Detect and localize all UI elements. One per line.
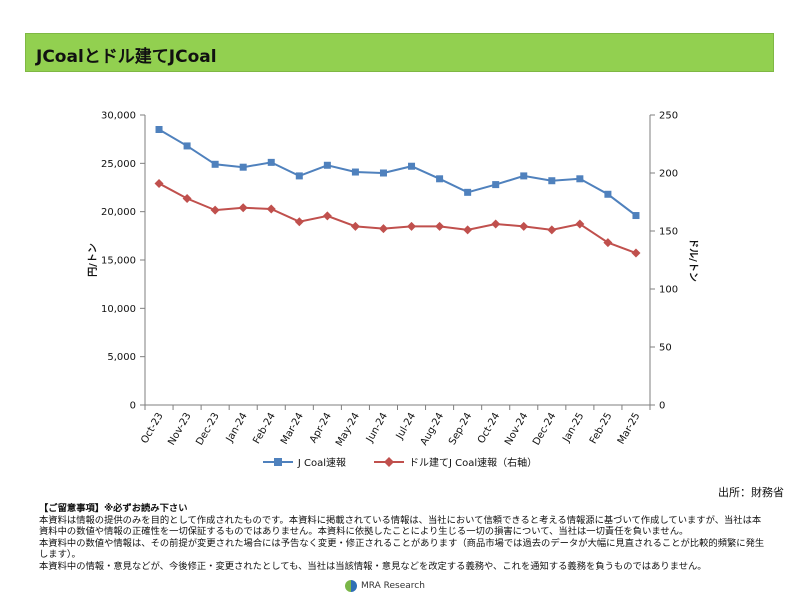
x-tick-label: Jul-24 bbox=[394, 411, 418, 442]
mra-logo-icon bbox=[345, 580, 357, 592]
data-point-series-1 bbox=[294, 217, 304, 227]
data-point-series-1 bbox=[519, 221, 529, 231]
y-axis-title-left: 円/トン bbox=[87, 243, 99, 277]
y-tick-label-right: 200 bbox=[659, 169, 678, 180]
page-title: JCoalとドル建てJCoal bbox=[36, 47, 217, 67]
x-tick-label: Sep-24 bbox=[447, 411, 474, 447]
legend-item-jcoal: J Coal速報 bbox=[262, 454, 346, 469]
source-note: 出所：財務省 bbox=[718, 486, 784, 499]
data-point-series-0 bbox=[211, 160, 219, 168]
data-point-series-1 bbox=[322, 211, 332, 221]
data-point-series-0 bbox=[183, 142, 191, 150]
data-point-series-1 bbox=[378, 224, 388, 234]
data-point-series-1 bbox=[491, 219, 501, 229]
legend-swatch-usd-jcoal bbox=[374, 456, 404, 467]
data-point-series-0 bbox=[323, 161, 331, 169]
y-axis-title-right: ドル/トン bbox=[687, 238, 699, 282]
data-point-series-0 bbox=[351, 168, 359, 176]
data-point-series-0 bbox=[295, 172, 303, 180]
data-point-series-0 bbox=[576, 175, 584, 183]
x-tick-label: Aug-24 bbox=[419, 411, 446, 448]
legend-label-jcoal: J Coal速報 bbox=[297, 458, 346, 469]
title-bar: JCoalとドル建てJCoal bbox=[25, 33, 774, 72]
chart-marks bbox=[154, 126, 641, 258]
y-tick-label-right: 250 bbox=[659, 111, 678, 122]
x-tick-label: Mar-24 bbox=[279, 411, 306, 446]
data-point-series-1 bbox=[350, 221, 360, 231]
data-point-series-1 bbox=[575, 219, 585, 229]
x-tick-label: Jan-24 bbox=[224, 411, 250, 445]
x-tick-label: Jan-25 bbox=[561, 411, 587, 445]
data-point-series-1 bbox=[463, 225, 473, 235]
footer-logo: MRA Research bbox=[345, 580, 425, 592]
disclaimer-line: 本資料中の情報・意見などが、今後修正・変更されたとしても、当社は当該情報・意見な… bbox=[39, 560, 707, 572]
x-tick-label: Oct-23 bbox=[139, 411, 165, 446]
x-tick-label: May-24 bbox=[334, 411, 362, 448]
disclaimer-line: 本資料は情報の提供のみを目的として作成されたものです。本資料に掲載されている情報… bbox=[39, 514, 762, 538]
y-tick-label-left: 15,000 bbox=[101, 256, 136, 267]
legend-item-usd-jcoal: ドル建てJ Coal速報（右軸） bbox=[374, 454, 537, 469]
data-point-series-1 bbox=[182, 194, 192, 204]
x-tick-label: Nov-23 bbox=[166, 411, 193, 447]
data-point-series-0 bbox=[408, 162, 416, 170]
data-point-series-0 bbox=[632, 212, 640, 220]
data-point-series-0 bbox=[239, 163, 247, 171]
y-tick-label-left: 10,000 bbox=[101, 304, 136, 315]
y-tick-label-left: 20,000 bbox=[101, 207, 136, 218]
data-point-series-0 bbox=[520, 172, 528, 180]
data-point-series-1 bbox=[210, 205, 220, 215]
x-tick-label: Nov-24 bbox=[503, 411, 530, 447]
y-tick-label-right: 0 bbox=[659, 401, 665, 412]
y-tick-label-left: 30,000 bbox=[101, 111, 136, 122]
data-point-series-1 bbox=[603, 238, 613, 248]
data-point-series-1 bbox=[154, 178, 164, 188]
data-point-series-1 bbox=[435, 221, 445, 231]
series-line-1 bbox=[158, 182, 637, 254]
y-tick-label-left: 5,000 bbox=[107, 352, 136, 363]
chart-legend: J Coal速報 ドル建てJ Coal速報（右軸） bbox=[0, 454, 800, 469]
y-tick-label-right: 100 bbox=[659, 285, 678, 296]
data-point-series-1 bbox=[631, 248, 641, 258]
y-tick-label-right: 50 bbox=[659, 343, 672, 354]
x-tick-label: Dec-23 bbox=[194, 411, 221, 447]
legend-label-usd-jcoal: ドル建てJ Coal速報（右軸） bbox=[409, 458, 538, 469]
x-tick-label: Dec-24 bbox=[531, 411, 558, 447]
y-tick-label-left: 25,000 bbox=[101, 159, 136, 170]
x-tick-label: Jun-24 bbox=[364, 411, 390, 445]
data-point-series-1 bbox=[407, 221, 417, 231]
footer-brand: MRA Research bbox=[361, 581, 425, 591]
data-point-series-0 bbox=[267, 158, 275, 166]
x-tick-label: Apr-24 bbox=[308, 411, 334, 445]
data-point-series-0 bbox=[492, 181, 500, 189]
data-point-series-0 bbox=[379, 169, 387, 177]
x-tick-label: Oct-24 bbox=[476, 411, 502, 446]
x-tick-label: Feb-25 bbox=[588, 411, 615, 446]
series-line-0 bbox=[158, 128, 637, 217]
dual-axis-line-chart: 0 5,000 10,000 15,000 20,000 25,000 30,000 0 50 1… bbox=[87, 111, 699, 449]
legend-swatch-jcoal bbox=[262, 457, 293, 466]
y-tick-label-right: 150 bbox=[659, 227, 678, 238]
disclaimer-heading: 【ご留意事項】※必ずお読み下さい bbox=[39, 503, 188, 514]
x-tick-label: Feb-24 bbox=[251, 411, 278, 446]
x-tick-label: Mar-25 bbox=[616, 411, 643, 446]
data-point-series-1 bbox=[266, 204, 276, 214]
data-point-series-1 bbox=[547, 225, 557, 235]
data-point-series-0 bbox=[604, 190, 612, 198]
data-point-series-0 bbox=[548, 177, 556, 185]
data-point-series-0 bbox=[464, 188, 472, 196]
data-point-series-0 bbox=[155, 126, 163, 133]
data-point-series-1 bbox=[238, 203, 248, 213]
chart-axes: 0 5,000 10,000 15,000 20,000 25,000 30,000 0 50 1… bbox=[87, 111, 699, 449]
disclaimer-notes: 【ご留意事項】※必ずお読み下さい 本資料は情報の提供のみを目的として作成されたも… bbox=[39, 503, 769, 573]
disclaimer-line: 本資料中の数値や情報は、その前提が変更された場合には予告なく変更・修正されること… bbox=[39, 537, 765, 561]
y-tick-label-left: 0 bbox=[130, 401, 136, 412]
data-point-series-0 bbox=[436, 175, 444, 183]
